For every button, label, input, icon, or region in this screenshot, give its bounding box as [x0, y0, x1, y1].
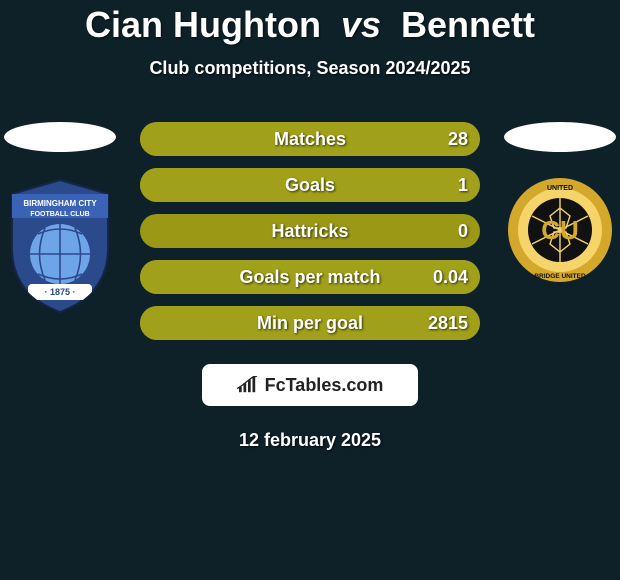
stat-value-right: 1 — [458, 168, 468, 202]
cambridge-united-badge: UNITED BRIDGE UNITED CU — [506, 176, 614, 284]
svg-text:FOOTBALL CLUB: FOOTBALL CLUB — [30, 211, 89, 218]
brand-text: FcTables.com — [265, 375, 384, 396]
comparison-date: 12 february 2025 — [0, 430, 620, 451]
svg-text:UNITED: UNITED — [547, 185, 573, 192]
vs-separator: vs — [341, 4, 381, 45]
birmingham-city-badge: BIRMINGHAM CITY FOOTBALL CLUB · 1875 · — [4, 176, 116, 316]
stat-row: Goals1 — [140, 168, 480, 202]
stat-row: Matches28 — [140, 122, 480, 156]
player1-name: Cian Hughton — [85, 4, 321, 45]
left-avatar-placeholder — [4, 122, 116, 152]
stat-label: Goals — [140, 168, 480, 202]
stat-row: Min per goal2815 — [140, 306, 480, 340]
stat-value-right: 2815 — [428, 306, 468, 340]
brand-box: FcTables.com — [202, 364, 418, 406]
right-avatar-placeholder — [504, 122, 616, 152]
stat-row: Hattricks0 — [140, 214, 480, 248]
stat-value-right: 0 — [458, 214, 468, 248]
subtitle: Club competitions, Season 2024/2025 — [0, 58, 620, 79]
svg-text:BRIDGE UNITED: BRIDGE UNITED — [534, 273, 586, 280]
stat-label: Matches — [140, 122, 480, 156]
stat-row: Goals per match0.04 — [140, 260, 480, 294]
chart-icon — [237, 376, 259, 394]
left-column: BIRMINGHAM CITY FOOTBALL CLUB · 1875 · — [0, 108, 124, 321]
comparison-title: Cian Hughton vs Bennett — [0, 0, 620, 46]
right-column: UNITED BRIDGE UNITED CU — [496, 108, 620, 289]
svg-text:BIRMINGHAM CITY: BIRMINGHAM CITY — [23, 199, 97, 208]
stat-value-right: 28 — [448, 122, 468, 156]
stat-label: Goals per match — [140, 260, 480, 294]
svg-text:· 1875 ·: · 1875 · — [44, 287, 75, 297]
stats-list: Matches28 Goals1 Hattricks0 Goals per match… — [140, 122, 480, 352]
stat-label: Hattricks — [140, 214, 480, 248]
stat-value-right: 0.04 — [433, 260, 468, 294]
player2-name: Bennett — [401, 4, 535, 45]
svg-text:CU: CU — [541, 215, 579, 245]
